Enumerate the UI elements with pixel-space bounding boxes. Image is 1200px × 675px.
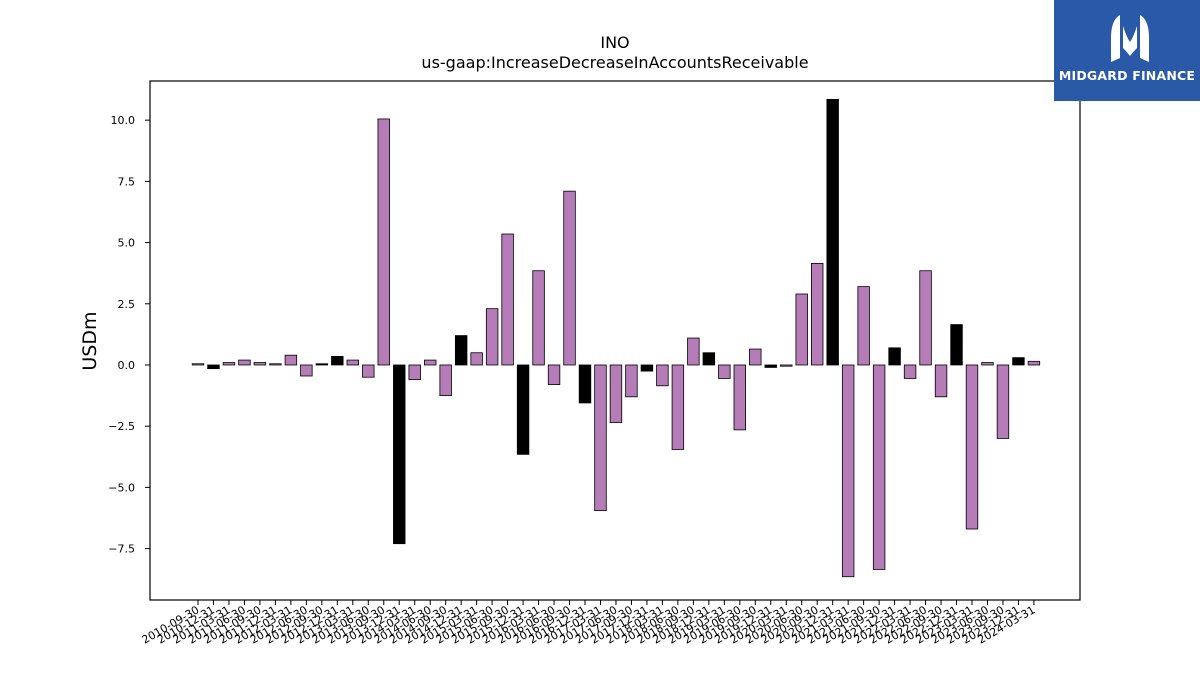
bar [780, 364, 793, 367]
bar [331, 356, 344, 366]
bar [516, 364, 530, 455]
bar [965, 364, 979, 530]
y-axis-label: USDm [79, 311, 101, 370]
bar [362, 364, 375, 378]
bar [903, 364, 917, 379]
bar [826, 98, 839, 366]
y-tick-label: −7.5 [108, 543, 135, 556]
bar [718, 364, 731, 379]
bar [1012, 357, 1025, 366]
bar [454, 335, 468, 366]
chart-subtitle: us-gaap:IncreaseDecreaseInAccountsReceiv… [421, 53, 808, 72]
bar [300, 364, 313, 377]
bar [872, 364, 886, 570]
bar [594, 364, 607, 512]
bar [315, 363, 329, 366]
bar [1027, 360, 1041, 366]
bar [470, 352, 483, 366]
y-ticks-group: −7.5 −5.0 −2.5 0.0 2.5 5.0 7.5 10.0 [108, 114, 150, 556]
chart-title: INO [600, 33, 629, 52]
bar [857, 286, 870, 366]
bar [625, 364, 638, 398]
bar [485, 308, 499, 366]
bar [749, 348, 762, 366]
y-tick-label: 0.0 [118, 359, 136, 372]
bar [222, 362, 236, 366]
bar [578, 364, 592, 404]
bar [191, 363, 205, 366]
bar [547, 364, 561, 385]
bar [919, 270, 932, 366]
bar [284, 354, 298, 366]
bar [687, 337, 700, 366]
x-ticks-group: 2010-09-302010-12-312011-03-312011-06-30… [140, 600, 1037, 647]
bar [702, 352, 716, 366]
bar [656, 364, 669, 387]
y-tick-label: −5.0 [108, 481, 135, 494]
bar [408, 364, 421, 381]
bar [253, 362, 267, 366]
plot-frame [149, 80, 1081, 601]
y-tick-label: 7.5 [118, 175, 136, 188]
bar [563, 190, 576, 366]
y-tick-label: 2.5 [118, 298, 136, 311]
bar [934, 364, 948, 398]
bar [981, 362, 994, 366]
brand-logo: MIDGARD FINANCE [1054, 0, 1200, 101]
bar [640, 364, 654, 372]
brand-name: MIDGARD FINANCE [1058, 68, 1196, 83]
bar [393, 364, 406, 545]
bar [996, 364, 1010, 439]
bar [888, 347, 901, 366]
bar [377, 118, 390, 366]
y-tick-label: 5.0 [118, 237, 136, 250]
bar [671, 364, 685, 450]
bar [811, 262, 824, 366]
bar [795, 293, 808, 366]
y-tick-label: −2.5 [108, 420, 135, 433]
bar [532, 270, 545, 366]
bar [439, 364, 452, 396]
midgard-logo-icon [1111, 15, 1149, 62]
bar [764, 364, 777, 368]
bar [501, 233, 514, 366]
bar [207, 364, 220, 370]
bar [269, 363, 282, 366]
bar [950, 324, 963, 366]
bar [423, 359, 437, 366]
bar [346, 359, 360, 366]
bar [841, 364, 855, 578]
bars-group [191, 98, 1041, 578]
y-tick-label: 10.0 [111, 114, 136, 127]
bar [733, 364, 747, 431]
bar [238, 359, 251, 366]
bar [609, 364, 623, 423]
